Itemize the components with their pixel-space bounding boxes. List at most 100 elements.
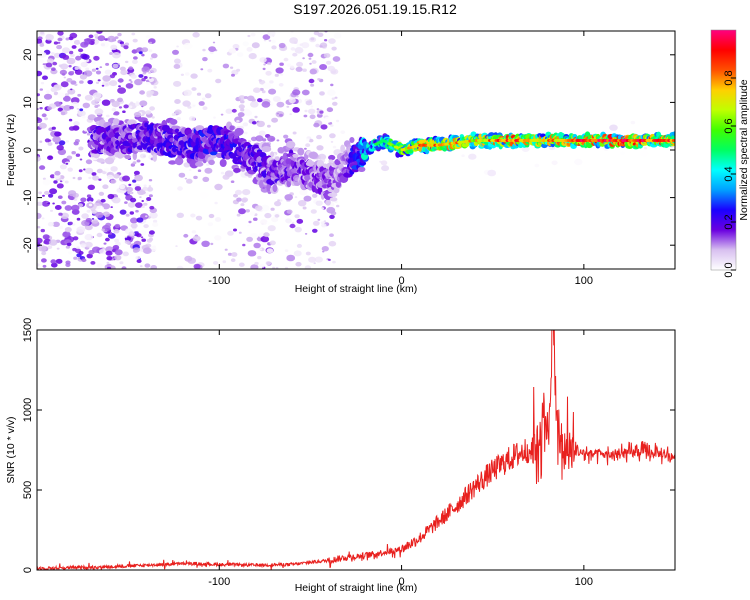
noise-blob — [293, 250, 302, 257]
noise-blob — [332, 56, 341, 62]
noise-blob — [130, 217, 138, 224]
noise-blob — [49, 239, 58, 246]
noise-blob — [290, 47, 296, 51]
noise-blob — [47, 142, 53, 146]
noise-blob — [65, 260, 71, 265]
noise-blob — [101, 99, 111, 106]
noise-blob — [80, 41, 89, 48]
noise-blob — [41, 251, 47, 256]
noise-blob — [130, 101, 134, 104]
noise-blob — [294, 196, 298, 199]
noise-blob — [190, 213, 196, 218]
noise-blob — [242, 41, 249, 47]
noise-blob — [132, 247, 140, 253]
noise-blob — [201, 97, 206, 101]
noise-blob — [321, 223, 327, 228]
noise-blob — [120, 69, 128, 76]
noise-blob — [328, 38, 336, 44]
noise-blob — [248, 53, 257, 60]
noise-blob — [233, 228, 237, 232]
noise-blob — [60, 212, 69, 219]
noise-blob — [37, 70, 43, 77]
noise-blob — [125, 186, 134, 193]
noise-blob — [212, 41, 216, 44]
noise-blob — [57, 37, 63, 42]
snr-ytick-label: 1500 — [22, 318, 34, 342]
noise-blob — [41, 217, 45, 220]
noise-blob — [86, 197, 94, 203]
noise-blob — [253, 242, 261, 249]
noise-blob — [110, 166, 118, 172]
noise-blob — [77, 93, 82, 97]
noise-blob — [128, 79, 132, 82]
noise-blob — [128, 183, 132, 186]
noise-blob — [44, 117, 48, 121]
noise-blob — [294, 214, 300, 219]
noise-blob — [119, 209, 127, 215]
noise-blob — [45, 62, 53, 68]
noise-blob — [107, 193, 115, 200]
noise-blob — [264, 212, 272, 219]
noise-blob — [149, 76, 152, 79]
noise-blob — [305, 251, 311, 256]
noise-blob — [304, 147, 307, 150]
noise-blob — [37, 93, 40, 97]
ridge-blob — [233, 167, 241, 173]
noise-blob — [70, 88, 73, 91]
noise-blob — [124, 235, 128, 238]
noise-blob — [77, 203, 84, 208]
noise-blob — [286, 63, 292, 67]
noise-blob — [58, 212, 63, 216]
noise-blob — [215, 78, 222, 84]
noise-blob — [260, 235, 270, 243]
ridge-blob — [340, 144, 345, 153]
noise-blob — [117, 32, 122, 37]
noise-blob — [310, 209, 317, 214]
colorbar-tick-label: 0.4 — [723, 166, 735, 181]
noise-blob — [37, 237, 43, 244]
noise-blob — [117, 78, 124, 83]
noise-blob — [77, 176, 83, 180]
noise-blob — [245, 209, 250, 213]
noise-blob — [96, 31, 103, 34]
noise-blob — [110, 99, 115, 103]
noise-blob — [41, 113, 47, 118]
noise-blob — [240, 108, 245, 112]
noise-blob — [71, 204, 80, 212]
noise-blob — [118, 85, 121, 88]
noise-blob — [54, 170, 61, 176]
noise-blob — [57, 92, 66, 99]
noise-blob — [230, 66, 234, 69]
noise-blob — [260, 204, 270, 212]
snr-plot-area — [37, 330, 675, 570]
noise-blob — [319, 91, 325, 96]
noise-blob — [78, 146, 84, 151]
noise-blob — [141, 200, 144, 202]
noise-blob — [308, 108, 316, 115]
noise-blob — [249, 211, 256, 216]
noise-blob — [276, 112, 280, 115]
noise-blob — [37, 226, 41, 229]
noise-blob — [127, 72, 130, 75]
noise-blob — [80, 61, 88, 68]
noise-blob — [40, 228, 45, 233]
ridge-blob — [234, 127, 244, 136]
noise-blob — [91, 61, 97, 65]
noise-blob — [250, 32, 256, 37]
noise-blob — [184, 255, 193, 262]
noise-blob — [310, 83, 315, 87]
noise-blob — [133, 56, 138, 60]
noise-blob — [63, 104, 72, 111]
noise-blob — [332, 101, 338, 106]
noise-blob — [73, 39, 81, 45]
noise-blob — [200, 68, 204, 71]
noise-blob — [106, 256, 113, 261]
noise-blob — [149, 212, 158, 219]
snr-frame — [36, 329, 676, 571]
noise-blob — [79, 74, 87, 80]
noise-blob — [76, 217, 81, 221]
noise-blob — [319, 45, 323, 48]
noise-blob — [283, 57, 289, 62]
noise-blob — [130, 74, 137, 79]
noise-blob — [38, 51, 47, 58]
